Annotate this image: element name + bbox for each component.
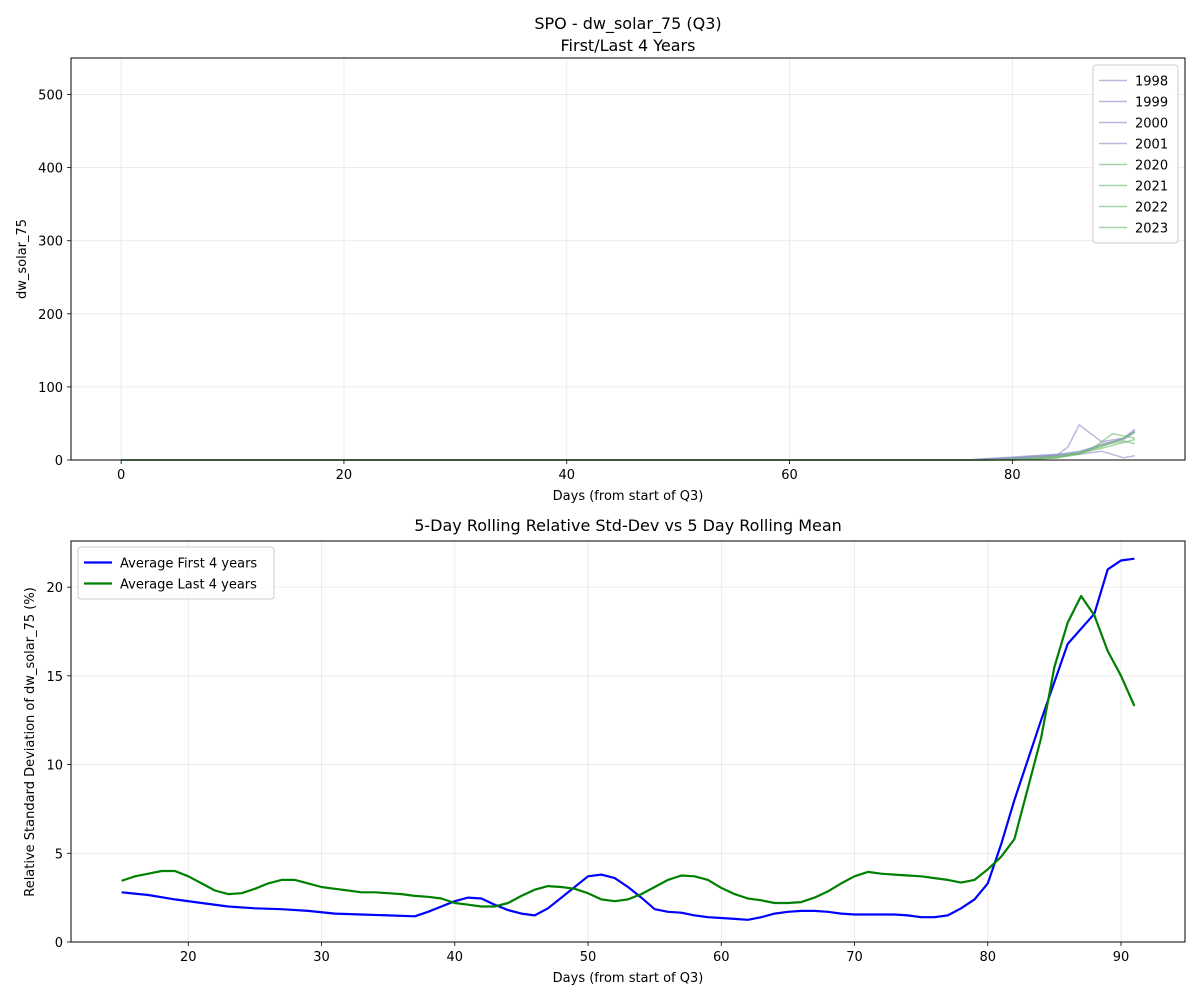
chart-2-ylabel: Relative Standard Deviation of dw_solar_… — [23, 587, 38, 897]
legend-label: 2022 — [1135, 201, 1168, 216]
chart-1-lines — [121, 424, 1136, 461]
legend-label: 2000 — [1135, 117, 1168, 132]
chart-1-frame — [70, 57, 1186, 461]
series-line-2001 — [121, 430, 1136, 461]
chart-1-legend: 1998 1999 2000 2001 2020 2021 2022 2023 — [1092, 64, 1179, 244]
chart-2-ticks: 20 30 40 50 60 70 80 90 0 5 10 15 20 — [46, 581, 1129, 965]
legend-label: 2020 — [1135, 159, 1168, 174]
x-tick-label: 20 — [180, 950, 197, 965]
chart-2: 5-Day Rolling Relative Std-Dev vs 5 Day … — [23, 516, 1186, 986]
x-tick-label: 20 — [336, 468, 353, 483]
legend-label: 2021 — [1135, 180, 1168, 195]
series-line-1999 — [121, 431, 1136, 461]
chart-1-title: SPO - dw_solar_75 (Q3) — [534, 14, 721, 34]
chart-1-grid — [71, 58, 1185, 461]
y-tick-label: 20 — [46, 581, 63, 596]
chart-1-ticks: 0 20 40 60 80 0 100 200 300 400 500 — [38, 89, 1020, 483]
y-tick-label: 5 — [55, 847, 63, 862]
y-tick-label: 200 — [38, 308, 63, 323]
series-line-2022 — [121, 440, 1136, 461]
series-line-1998 — [121, 424, 1136, 461]
chart-2-title: 5-Day Rolling Relative Std-Dev vs 5 Day … — [414, 516, 842, 535]
x-tick-label: 0 — [117, 468, 125, 483]
chart-1-subtitle: First/Last 4 Years — [561, 36, 696, 55]
chart-2-frame — [70, 540, 1186, 943]
x-tick-label: 40 — [558, 468, 575, 483]
y-tick-label: 100 — [38, 381, 63, 396]
x-tick-label: 60 — [781, 468, 798, 483]
legend-box — [1092, 64, 1179, 244]
y-tick-label: 500 — [38, 89, 63, 104]
x-tick-label: 80 — [980, 950, 997, 965]
y-tick-label: 0 — [55, 454, 63, 469]
chart-1-xlabel: Days (from start of Q3) — [553, 489, 704, 504]
legend-label: Average Last 4 years — [120, 578, 257, 593]
legend-label: 1999 — [1135, 96, 1168, 111]
x-tick-label: 60 — [713, 950, 730, 965]
chart-2-grid — [71, 541, 1185, 943]
chart-2-legend: Average First 4 years Average Last 4 year… — [77, 546, 275, 600]
series-line-2021 — [121, 431, 1136, 461]
x-tick-label: 70 — [846, 950, 863, 965]
series-line-average-first-4-years — [121, 557, 1135, 921]
y-tick-label: 400 — [38, 162, 63, 177]
chart-1: SPO - dw_solar_75 (Q3) First/Last 4 Year… — [15, 14, 1186, 504]
chart-2-xlabel: Days (from start of Q3) — [553, 971, 704, 986]
x-tick-label: 80 — [1004, 468, 1021, 483]
x-tick-label: 50 — [580, 950, 597, 965]
legend-label: 2023 — [1135, 222, 1168, 237]
y-tick-label: 0 — [55, 936, 63, 951]
y-tick-label: 300 — [38, 235, 63, 250]
x-tick-label: 90 — [1113, 950, 1130, 965]
x-tick-label: 30 — [313, 950, 330, 965]
legend-label: 1998 — [1135, 75, 1168, 90]
y-tick-label: 10 — [46, 759, 63, 774]
chart-2-lines — [121, 557, 1136, 921]
legend-label: Average First 4 years — [120, 557, 257, 572]
y-tick-label: 15 — [46, 670, 63, 685]
x-tick-label: 40 — [446, 950, 463, 965]
legend-box — [77, 546, 275, 600]
legend-label: 2001 — [1135, 138, 1168, 153]
chart-1-ylabel: dw_solar_75 — [15, 219, 30, 299]
series-line-average-last-4-years — [121, 594, 1136, 908]
series-line-2020 — [121, 432, 1136, 461]
series-line-2023 — [121, 438, 1136, 461]
